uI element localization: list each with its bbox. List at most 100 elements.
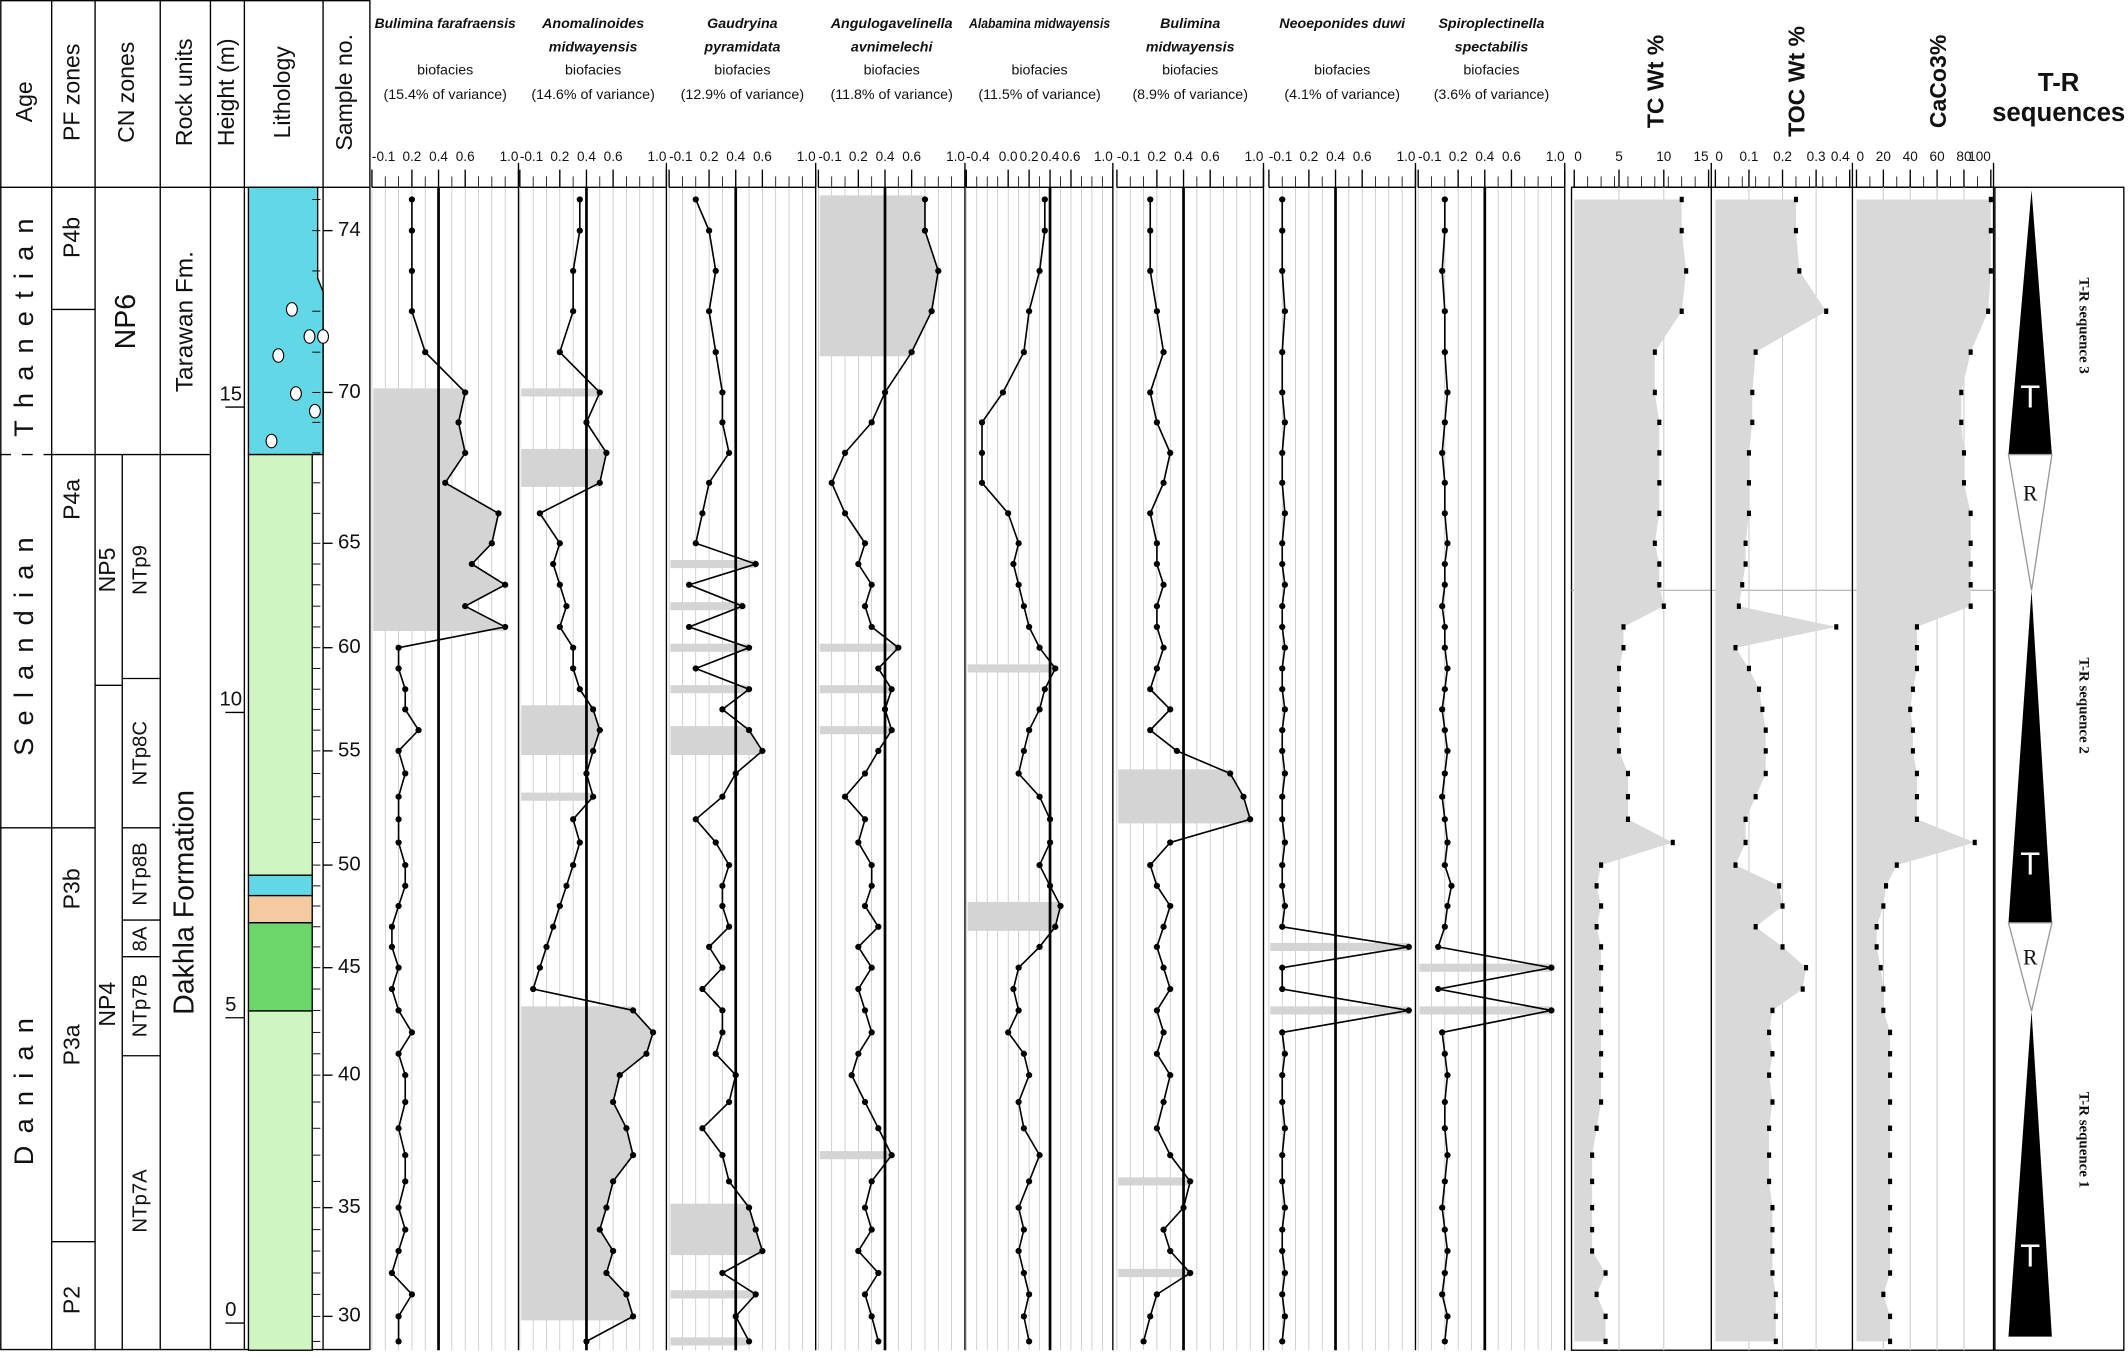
point (1914, 816, 1919, 823)
point (1657, 480, 1662, 486)
point (1444, 665, 1451, 672)
shade (521, 448, 607, 487)
point (732, 770, 739, 777)
shade (521, 705, 600, 755)
biofacies-label: biofacies (864, 62, 920, 78)
point (1657, 450, 1662, 456)
point (1441, 727, 1448, 734)
point (395, 1338, 402, 1345)
height-tick-label: 10 (219, 689, 242, 711)
variance: (14.6% of variance) (531, 87, 654, 103)
point (589, 793, 597, 800)
point (1441, 1178, 1448, 1185)
point (1439, 1029, 1446, 1036)
point (1756, 686, 1762, 692)
point (609, 1178, 617, 1185)
x-tick-label: 15 (1693, 149, 1708, 164)
point (1147, 1313, 1154, 1320)
point (1444, 839, 1451, 846)
shade (1118, 1268, 1191, 1278)
nodule (285, 302, 298, 317)
point (1910, 727, 1915, 733)
point (1441, 479, 1448, 486)
point (402, 1178, 409, 1185)
point (1041, 686, 1048, 693)
point (1767, 1029, 1772, 1036)
point (1621, 624, 1626, 630)
point (1281, 839, 1289, 846)
point (1036, 1152, 1043, 1159)
point (563, 603, 570, 610)
point (719, 882, 726, 889)
point (1874, 924, 1879, 930)
x-tick-label: -0.1 (1117, 149, 1140, 164)
point (649, 1029, 657, 1036)
header: Lithology (269, 46, 295, 139)
point (712, 349, 719, 356)
point (1439, 449, 1446, 457)
point (1679, 227, 1684, 234)
point (1599, 986, 1604, 992)
point (1760, 706, 1765, 713)
sequence-label: T-R sequence 3 (2076, 278, 2092, 374)
x-tick-label: 0.6 (604, 149, 623, 164)
point (643, 1050, 650, 1057)
point (1441, 1226, 1448, 1233)
sample-tick-label: 60 (338, 636, 361, 658)
point (1147, 727, 1154, 734)
point (1914, 624, 1919, 630)
point (1599, 944, 1604, 950)
point (1247, 816, 1254, 823)
point (861, 770, 869, 777)
age: Thanetian (8, 206, 39, 437)
curve (1281, 199, 1409, 1342)
point (1020, 1050, 1027, 1057)
point (1279, 727, 1286, 734)
point (1599, 1029, 1604, 1036)
point (596, 727, 603, 734)
point (1281, 1313, 1289, 1320)
point (1770, 1051, 1775, 1057)
shade (670, 1290, 756, 1299)
point (1441, 581, 1448, 588)
point (1888, 1099, 1893, 1105)
point (1435, 985, 1442, 993)
point (875, 1125, 882, 1132)
point (1279, 1152, 1286, 1159)
point (1147, 861, 1154, 869)
point (1167, 985, 1174, 993)
point (1661, 603, 1666, 609)
point (1020, 603, 1027, 610)
point (1625, 816, 1631, 823)
point (1281, 1269, 1289, 1277)
point (1824, 308, 1829, 314)
point (1441, 510, 1448, 517)
x-tick-label: 0.2 (1020, 149, 1039, 164)
point (841, 793, 849, 800)
point (1770, 1204, 1775, 1211)
ntp-zone: NTp9 (130, 545, 152, 595)
ntp-zone: NTp7A (130, 1169, 152, 1233)
point (935, 267, 942, 275)
point (1160, 1098, 1167, 1106)
ntp-zone: NTp8C (130, 721, 152, 785)
shade (670, 559, 756, 569)
point (978, 479, 986, 486)
biofacies-label: biofacies (1162, 62, 1218, 78)
point (868, 419, 875, 426)
point (692, 816, 699, 823)
point (1439, 706, 1446, 713)
point (868, 1226, 875, 1233)
point (1616, 686, 1622, 692)
point (719, 902, 726, 910)
point (570, 816, 577, 823)
point (1279, 349, 1286, 356)
point (1616, 706, 1622, 713)
point (1793, 196, 1799, 203)
point (745, 686, 753, 693)
point (1763, 748, 1768, 754)
point (1153, 882, 1161, 889)
point (1439, 1291, 1446, 1298)
point (536, 510, 543, 517)
point (875, 1338, 882, 1345)
